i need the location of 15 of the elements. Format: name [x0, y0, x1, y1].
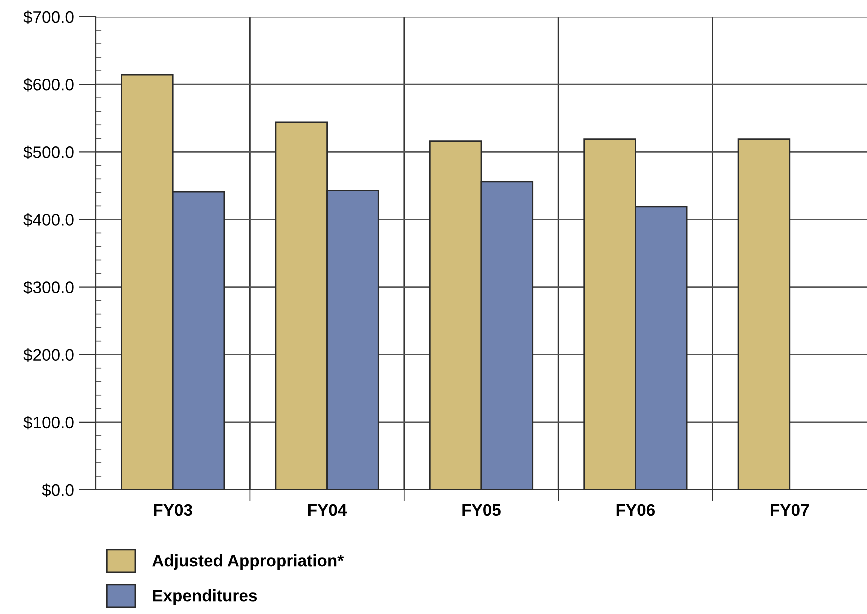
- x-tick-label: FY07: [771, 504, 810, 516]
- y-tick-label: $400.0: [24, 213, 74, 227]
- y-tick-label: $600.0: [24, 78, 74, 92]
- y-tick-label: $300.0: [24, 280, 74, 294]
- y-tick-label: $100.0: [24, 416, 74, 430]
- x-tick-label: FY03: [154, 504, 192, 516]
- x-tick-label: FY04: [308, 504, 348, 516]
- legend-label: Expenditures: [153, 590, 258, 606]
- y-tick-label: $200.0: [24, 348, 74, 362]
- x-tick-label: FY06: [616, 504, 656, 516]
- x-tick-label: FY05: [462, 504, 501, 516]
- y-tick-label: $700.0: [24, 10, 74, 24]
- legend-label: Adjusted Appropriation*: [152, 554, 344, 570]
- y-tick-label: $500.0: [24, 146, 74, 160]
- y-tick-label: $0.0: [42, 484, 74, 498]
